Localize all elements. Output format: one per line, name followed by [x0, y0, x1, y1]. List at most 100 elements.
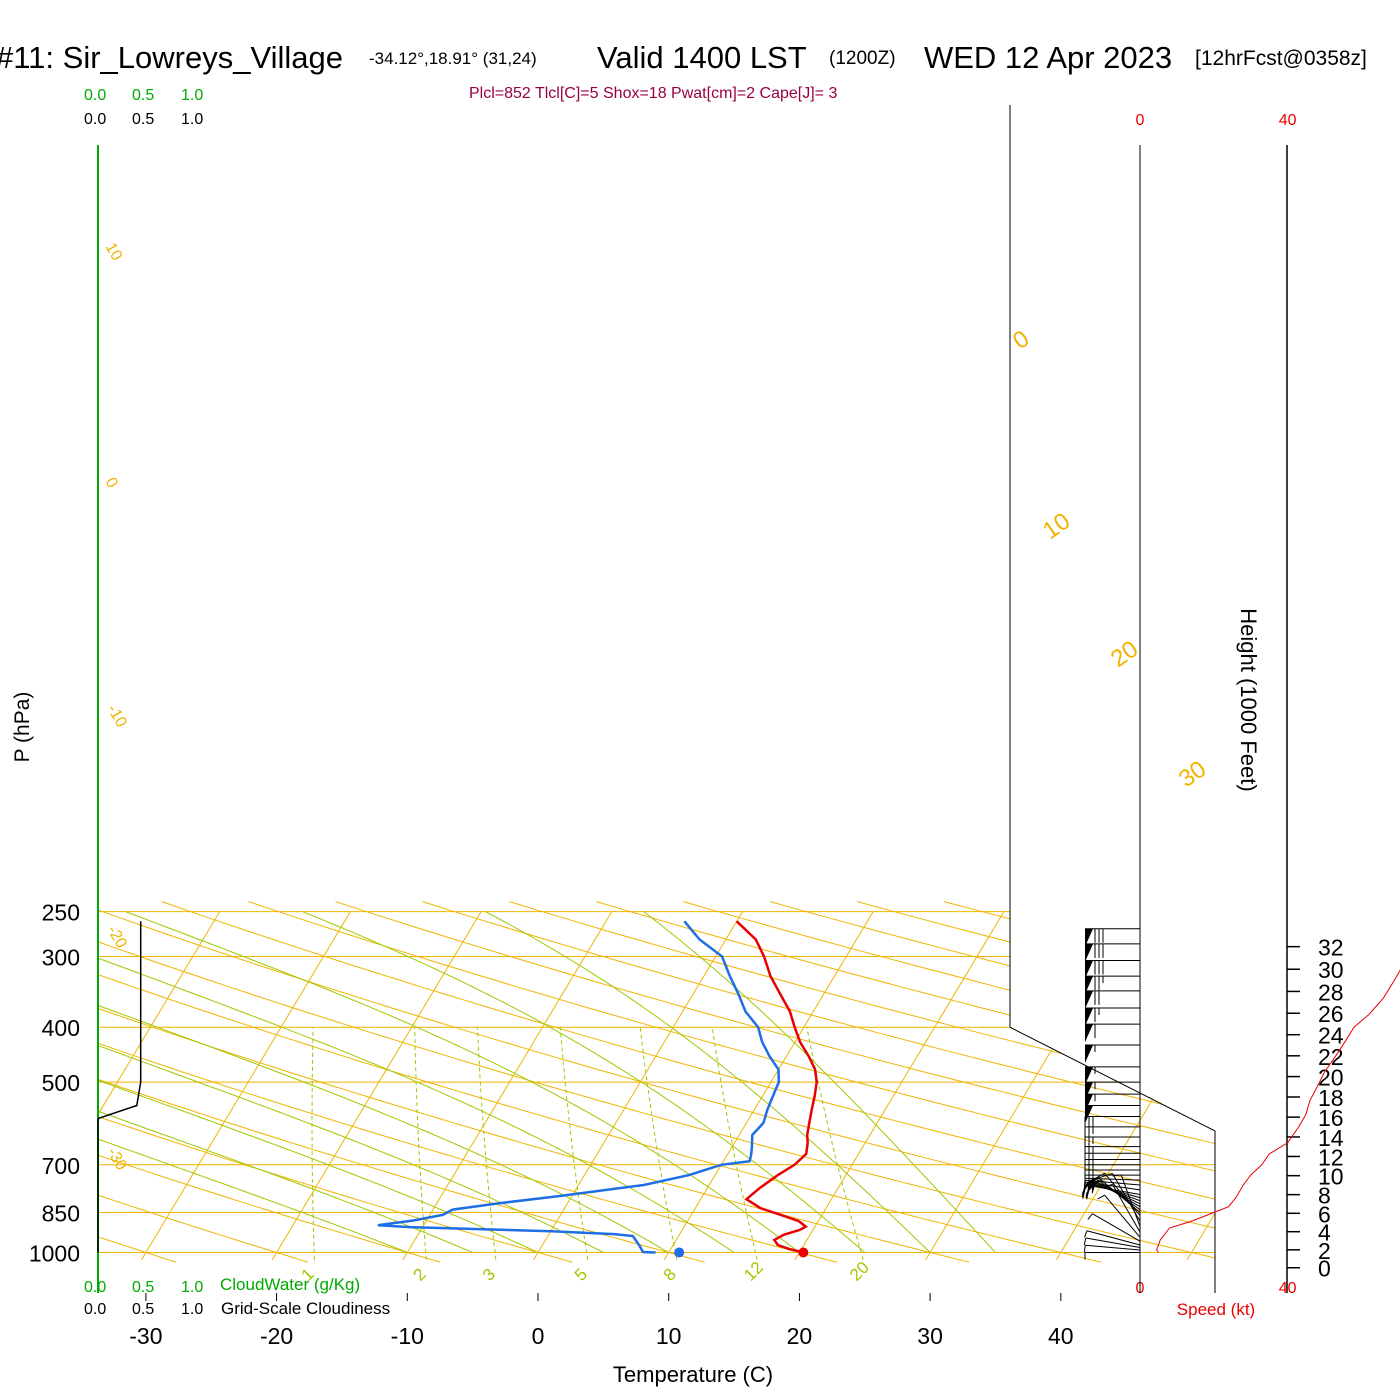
cloud-water-tick-0: 0.0 — [84, 1279, 106, 1296]
cloud-water-label: CloudWater (g/Kg) — [220, 1275, 360, 1294]
wind-barb-flag — [1085, 1045, 1093, 1064]
axis-ticks: 1 2 3 5 8 12 20100-10-20-300102030250300400500… — [29, 145, 1344, 1349]
surface-dewpoint-marker — [674, 1247, 685, 1258]
dry-adiabat — [98, 901, 1215, 1263]
cloudiness-tick-0: 0.0 — [84, 1301, 106, 1318]
cloud-water-tick-2: 1.0 — [181, 1279, 203, 1296]
station-coords: -34.12°,18.91° (31,24) — [369, 49, 537, 68]
cloud-axis-bottom: 0.0 0.5 1.0 CloudWater (g/Kg) 0.0 0.5 1.… — [84, 1275, 390, 1318]
height-tick-label: 10 — [1318, 1164, 1344, 1190]
isotherm-10 — [663, 911, 874, 1261]
dry-adiabat — [98, 901, 837, 1263]
dry-adiabat — [98, 901, 1102, 1263]
wind-barb-staff — [1086, 1182, 1141, 1199]
cloud-axis-top: 0.0 0.5 1.0 0.0 0.5 1.0 — [84, 87, 203, 128]
wind-barb — [1085, 1044, 1140, 1064]
moist-adiabat — [98, 911, 735, 1253]
cloud-water-tick-0-top: 0.0 — [84, 87, 106, 104]
temperature-tick-label: 20 — [787, 1323, 813, 1349]
plot-frame — [97, 105, 1216, 1293]
cloud-water-tick-1-top: 0.5 — [132, 87, 154, 104]
wind-speed-tick-label-top: 40 — [1279, 112, 1297, 129]
isotherm-20 — [794, 911, 1005, 1261]
height-tick-label: 30 — [1318, 957, 1344, 983]
utc-time: (1200Z) — [829, 48, 896, 69]
height-tick-label: 4 — [1318, 1220, 1331, 1246]
dry-adiabat — [596, 901, 1215, 1263]
wind-barb-staff — [1085, 1244, 1141, 1251]
wind-barb — [1085, 1093, 1140, 1113]
height-tick-label: 8 — [1318, 1183, 1331, 1209]
height-tick-label: 6 — [1318, 1201, 1331, 1227]
moist-adiabat — [125, 911, 800, 1253]
height-tick-label: 0 — [1318, 1256, 1331, 1282]
wind-barb-half — [1091, 1186, 1095, 1194]
temperature-tick-label: 0 — [532, 1323, 545, 1349]
valid-time: Valid 1400 LST — [597, 40, 807, 75]
pressure-tick-label: 700 — [42, 1153, 80, 1179]
mixing-ratio-line — [806, 1027, 864, 1260]
surface-temperature-marker — [798, 1247, 809, 1258]
wind-barb-half — [1087, 1213, 1093, 1220]
dry-adiabat — [98, 901, 970, 1263]
mixing-ratio-label: 3 — [479, 1265, 499, 1285]
cloudiness-tick-0-top: 0.0 — [84, 111, 106, 128]
cloudiness-series — [97, 921, 142, 1253]
wind-barb — [1085, 1081, 1140, 1101]
height-tick-label: 14 — [1318, 1125, 1344, 1151]
valid-date: WED 12 Apr 2023 — [924, 40, 1172, 75]
height-tick-label: 26 — [1318, 1001, 1344, 1027]
temperature-tick-label: 10 — [656, 1323, 682, 1349]
mixing-ratio-line — [639, 1027, 678, 1260]
cloud-water-tick-2-top: 1.0 — [181, 87, 203, 104]
height-tick-label: 18 — [1318, 1085, 1344, 1111]
moist-adiabat — [98, 911, 669, 1253]
wind-barb-flag — [1085, 960, 1093, 979]
wind-speed-axis-label: Speed (kt) — [1177, 1300, 1255, 1319]
wind-barb — [1085, 928, 1140, 947]
pressure-tick-label: 300 — [42, 944, 80, 970]
isotherm-50 — [1186, 911, 1215, 1261]
wind-barb-flag — [1085, 1066, 1093, 1085]
dry-adiabat-label-right: 30 — [1174, 755, 1211, 792]
dry-adiabat-label-right: 10 — [1038, 507, 1075, 544]
wind-barb-staff — [1085, 1179, 1141, 1186]
mixing-ratio-label: 5 — [571, 1265, 591, 1285]
moist-adiabat — [643, 911, 996, 1253]
wind-barb-staff — [1104, 1194, 1141, 1238]
dry-adiabat — [98, 901, 705, 1263]
moist-adiabat — [98, 911, 539, 1253]
isotherm-0 — [533, 911, 743, 1261]
x-axis-label: Temperature (C) — [613, 1362, 773, 1387]
wind-barb-flag — [1085, 1008, 1093, 1027]
dry-adiabat — [1292, 902, 1400, 1263]
y-axis-label: P (hPa) — [11, 692, 34, 763]
wind-barb-half — [1084, 1230, 1088, 1238]
dry-adiabat-label: 0 — [102, 475, 121, 491]
mixing-ratio-line — [311, 1027, 315, 1260]
wind-barb-half — [1083, 1245, 1086, 1253]
background-lines — [98, 901, 1400, 1263]
mixing-ratio-label: 8 — [660, 1265, 680, 1285]
wind-barb — [1084, 1252, 1140, 1260]
wind-barb — [1085, 943, 1140, 962]
dry-adiabat — [1117, 901, 1215, 1263]
height-tick-label: 22 — [1318, 1044, 1344, 1070]
station-title: #11: Sir_Lowreys_Village — [0, 40, 343, 75]
wind-barb — [1083, 1244, 1141, 1253]
wind-barb — [1087, 1213, 1141, 1242]
wind-barb — [1085, 990, 1140, 1009]
wind-barb-flag — [1085, 1094, 1093, 1113]
dry-adiabat — [161, 901, 1215, 1263]
cloudiness-tick-1: 0.5 — [132, 1301, 154, 1318]
wind-barb-flag — [1085, 943, 1093, 962]
wind-barb-half — [1083, 1237, 1087, 1245]
wind-speed-tick-label-bottom: 40 — [1279, 1280, 1297, 1297]
dry-adiabat-label: 10 — [102, 240, 126, 264]
wind-speed-line — [1156, 969, 1400, 1253]
height-tick-label: 2 — [1318, 1238, 1331, 1264]
wind-barb — [1085, 1007, 1140, 1027]
temperature-tick-label: 40 — [1048, 1323, 1074, 1349]
